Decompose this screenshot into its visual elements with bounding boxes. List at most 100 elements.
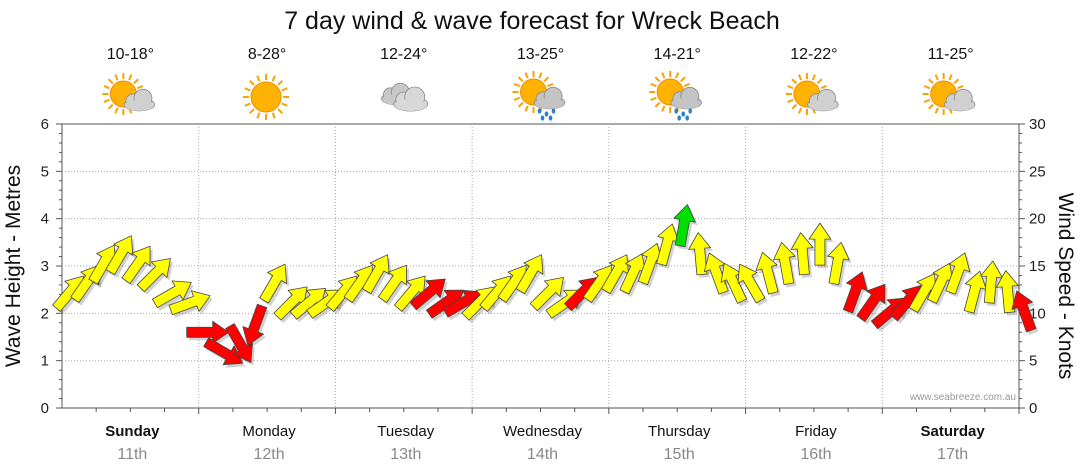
sun-ray [517, 76, 524, 83]
sun-ray [107, 78, 114, 85]
day-name-label: Sunday [105, 423, 160, 440]
wind-arrow [168, 290, 213, 318]
sun-ray [524, 72, 529, 79]
sun-ray [249, 108, 255, 114]
chart-title: 7 day wind & wave forecast for Wreck Bea… [284, 7, 780, 35]
right-tick-label: 30 [1029, 116, 1046, 133]
wind-arrow-body [842, 271, 868, 314]
partly-cloudy-icon [785, 73, 839, 115]
temperature-label: 11-25° [928, 46, 974, 63]
temperature-label: 13-25° [517, 46, 564, 63]
cloud-part [808, 100, 838, 111]
day-name-label: Monday [242, 423, 296, 440]
sun-ray [256, 112, 261, 119]
showers-icon [649, 71, 702, 121]
sun-ray [934, 107, 939, 114]
sun-ray [517, 101, 524, 108]
sun-ray [797, 74, 803, 81]
wind-arrow [790, 232, 816, 278]
cloudy-icon [381, 82, 429, 112]
sun-ray [661, 105, 666, 112]
day-labels: Sunday 11th Monday 12th Tuesday 13th Wednesday… [105, 423, 985, 463]
sun-ray [277, 80, 284, 86]
wind-arrow-body [377, 264, 407, 303]
wind-arrow-body [121, 245, 151, 285]
sun-ray [654, 76, 661, 83]
wind-arrow-body [790, 232, 814, 276]
wind-arrow-body [203, 337, 244, 366]
wind-arrow [529, 276, 566, 314]
showers-icon [512, 71, 566, 121]
right-axis: 0 5 10 15 20 25 30 [1029, 116, 1046, 417]
sun-ray [654, 101, 661, 108]
sun-ray [277, 108, 284, 114]
wind-arrow [737, 263, 768, 306]
rain-drop [548, 115, 553, 121]
wind-arrow [1011, 290, 1039, 335]
day-date-label: 11th [117, 446, 147, 463]
left-tick-label: 4 [41, 211, 49, 228]
day-name-label: Saturday [921, 423, 986, 440]
temperature-label: 12-24° [380, 46, 427, 63]
wind-arrow [409, 278, 448, 313]
sun-ray [103, 98, 110, 103]
sun-ray [934, 74, 939, 81]
wind-arrow-body [361, 254, 390, 295]
temperature-label: 14-21° [654, 46, 701, 63]
wind-arrow-body [529, 276, 564, 312]
day-date-label: 12th [254, 446, 285, 463]
sun-ray [244, 87, 251, 92]
left-tick-label: 0 [41, 400, 49, 417]
day-date-label: 16th [800, 446, 831, 463]
wind-arrow-body [105, 235, 134, 276]
sun-ray [513, 83, 521, 88]
wind-arrow [259, 263, 290, 306]
sun-ray [787, 98, 794, 103]
left-tick-label: 3 [41, 258, 49, 275]
right-axis-title: Wind Speed - Knots [1054, 193, 1077, 380]
wind-arrow [856, 283, 888, 325]
wind-arrow [619, 253, 648, 297]
sun-ray [543, 76, 550, 83]
rain-drop [674, 108, 679, 114]
sun-ray [133, 78, 139, 85]
rain-drop [681, 111, 686, 117]
left-tick-label: 1 [41, 353, 49, 370]
rain-drop [537, 108, 542, 114]
right-tick-label: 10 [1029, 305, 1046, 322]
wind-arrow [105, 235, 136, 278]
temperature-label: 10-18° [107, 46, 154, 63]
sun-ray [538, 72, 543, 79]
sun-ray [244, 102, 251, 107]
sun-ray [249, 80, 255, 86]
wind-arrow [377, 264, 409, 306]
sun-ray [256, 75, 261, 82]
wind-arrow [808, 222, 834, 269]
sun-ray [675, 72, 680, 79]
sun-disc [250, 81, 282, 113]
sun-ray [107, 103, 114, 110]
sun-ray [524, 105, 529, 112]
wind-arrow [945, 252, 973, 298]
wind-arrow [827, 241, 852, 288]
temperature-row: 10-18° 8-28° 12-24° 13-25° 14-21° 12-22° 11-25… [107, 46, 974, 63]
weather-icon-row [102, 71, 976, 121]
sun-ray [271, 112, 276, 119]
day-name-label: Wednesday [503, 423, 582, 440]
wind-arrow [361, 254, 392, 297]
sun-ray [128, 74, 133, 81]
sun-ray [114, 107, 119, 114]
wind-arrow [755, 251, 781, 298]
wind-arrow-body [168, 290, 211, 316]
wind-arrows [52, 204, 1039, 368]
wind-arrow-body [737, 263, 766, 304]
sun-ray [928, 103, 934, 110]
sun-ray [953, 78, 960, 85]
sun-ray [136, 85, 144, 90]
day-date-label: 14th [527, 446, 558, 463]
left-axis: 0 1 2 3 4 5 6 [41, 116, 49, 417]
credit-text: www.seabreeze.com.au [909, 392, 1016, 403]
wind-arrow-body [945, 252, 971, 295]
wind-arrow [136, 258, 173, 295]
